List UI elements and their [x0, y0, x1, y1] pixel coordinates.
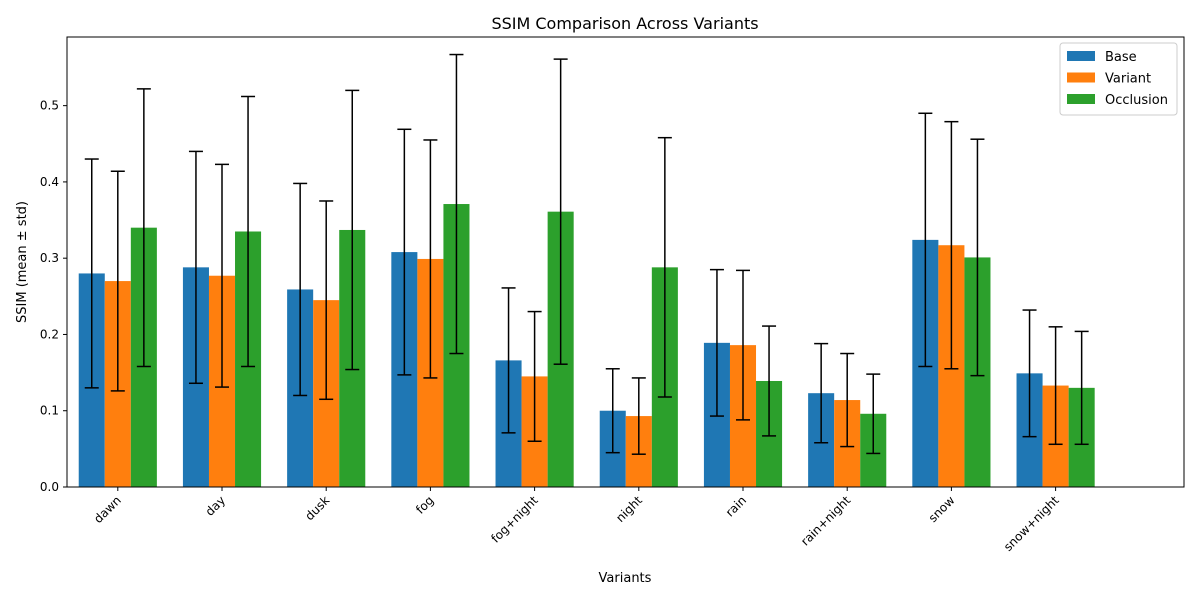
error-bar-variant-fog+night [527, 310, 542, 442]
legend-swatch-variant [1067, 72, 1095, 83]
error-bar-occlusion-fog+night [553, 58, 568, 365]
series-occlusion [130, 53, 1095, 487]
error-bar-variant-rain [736, 269, 750, 421]
error-bar-variant-dawn [110, 170, 125, 392]
error-bar-variant-snow+night [1048, 326, 1063, 446]
error-bar-occlusion-snow [970, 138, 985, 377]
error-bar-base-rain+night [814, 342, 829, 444]
x-tick-label-snow: snow [926, 493, 958, 525]
y-axis-label: SSIM (mean ± std) [15, 201, 30, 323]
y-tick-label: 0.0 [40, 480, 59, 494]
error-bar-occlusion-night [657, 136, 672, 398]
chart-title: SSIM Comparison Across Variants [491, 14, 758, 33]
error-bar-base-dawn [84, 158, 99, 389]
error-bar-base-snow+night [1022, 309, 1037, 438]
legend-label-base: Base [1105, 50, 1137, 65]
plot-area: 0.0 0.1 0.2 0.3 0.4 0.5 dawn day dusk fog fog+nigh… [40, 36, 1185, 554]
error-bar-base-dusk [293, 182, 308, 397]
error-bar-occlusion-dawn [136, 88, 151, 368]
y-tick-label: 0.2 [40, 327, 59, 341]
y-tick-label: 0.4 [40, 175, 59, 189]
x-tick-label-night: night [613, 493, 645, 525]
error-bar-variant-fog [423, 139, 438, 379]
error-bar-occlusion-fog [449, 53, 464, 355]
legend: Base Variant Occlusion [1059, 42, 1178, 116]
error-bar-occlusion-rain [762, 325, 777, 437]
error-bar-base-day [188, 150, 203, 385]
x-axis-label: Variants [599, 571, 652, 586]
x-tick-label-fog: fog [413, 493, 436, 516]
error-bar-variant-day [215, 163, 229, 388]
error-bar-occlusion-day [241, 95, 256, 368]
series-base [78, 112, 1043, 487]
error-bar-variant-snow [944, 120, 959, 370]
x-tick-label-dusk: dusk [302, 493, 332, 523]
error-bar-variant-night [631, 377, 646, 455]
error-bar-variant-rain+night [840, 352, 855, 448]
plot-frame [66, 36, 1185, 488]
error-bar-base-fog [397, 128, 412, 376]
legend-label-variant: Variant [1105, 72, 1151, 87]
error-bar-base-snow [918, 112, 933, 368]
legend-label-occlusion: Occlusion [1105, 93, 1168, 108]
error-bar-base-night [605, 368, 620, 454]
x-tick-label-rain+night: rain+night [798, 493, 853, 548]
y-tick-label: 0.1 [40, 404, 59, 418]
error-bar-occlusion-dusk [345, 89, 360, 371]
x-tick-label-fog+night: fog+night [488, 493, 541, 546]
x-tick-label-snow+night: snow+night [1001, 493, 1062, 554]
series-variant [104, 120, 1069, 487]
legend-swatch-occlusion [1067, 94, 1095, 104]
error-bar-variant-dusk [319, 200, 334, 401]
x-tick-label-day: day [203, 493, 229, 519]
y-tick-label: 0.5 [40, 99, 59, 113]
x-tick-label-dawn: dawn [91, 493, 124, 526]
error-bar-occlusion-snow+night [1074, 330, 1089, 446]
error-bar-base-fog+night [501, 287, 516, 434]
legend-swatch-base [1067, 51, 1095, 61]
y-tick-label: 0.3 [40, 251, 59, 265]
error-bar-occlusion-rain+night [866, 373, 881, 455]
x-tick-label-rain: rain [723, 493, 749, 519]
error-bar-base-rain [709, 268, 724, 417]
